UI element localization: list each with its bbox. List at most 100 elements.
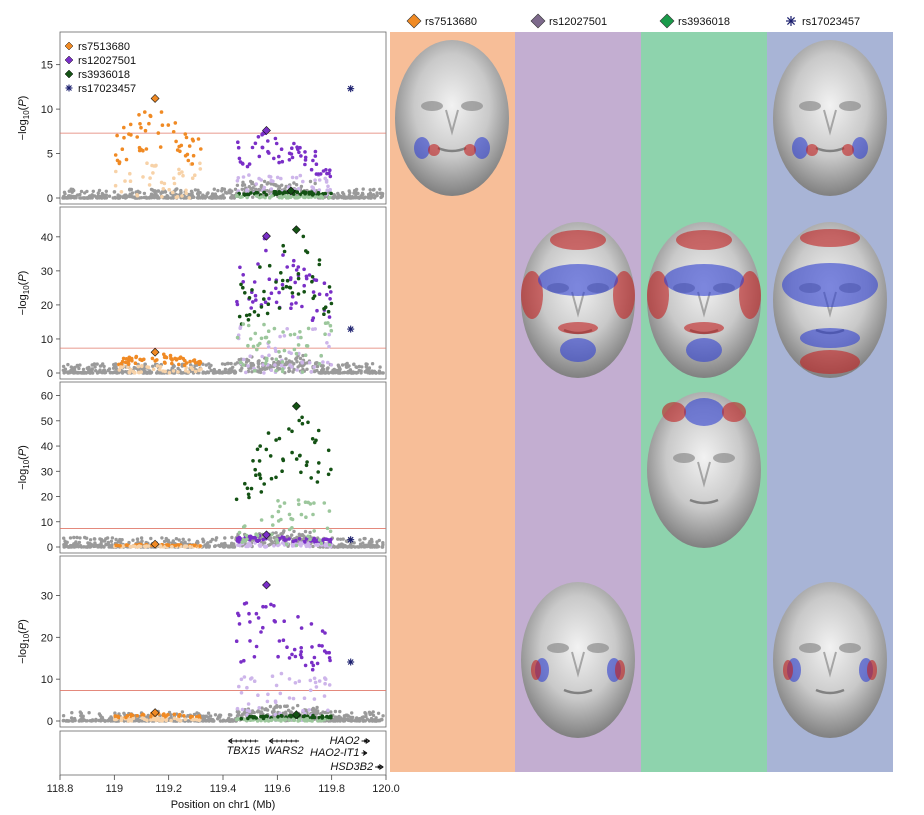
snp-point	[193, 369, 198, 374]
snp-point	[218, 719, 223, 723]
snp-point	[317, 258, 322, 262]
snp-point	[113, 714, 117, 718]
snp-point	[312, 697, 317, 701]
legend-label: rs3936018	[78, 69, 130, 81]
y-axis-label: −log10(P)	[17, 619, 31, 664]
effect-region	[428, 144, 440, 156]
snp-point	[312, 536, 317, 541]
snp-point	[254, 187, 258, 191]
snp-point	[309, 476, 314, 480]
snp-point	[326, 321, 330, 325]
snp-point	[364, 365, 369, 369]
snp-point	[186, 714, 190, 718]
snp-point	[236, 717, 240, 721]
x-tick-label: 118.8	[47, 783, 74, 795]
snp-point	[67, 194, 72, 198]
snp-point	[179, 371, 183, 375]
snp-point	[304, 276, 309, 281]
snp-point	[272, 536, 276, 540]
y-axis-label: −log10(P)	[17, 271, 31, 316]
snp-point	[355, 545, 359, 549]
snp-point	[237, 358, 241, 362]
snp-point	[257, 459, 262, 463]
snp-point	[235, 299, 239, 304]
snp-point	[252, 280, 257, 284]
snp-point	[228, 191, 232, 195]
snp-point	[302, 283, 307, 288]
snp-point	[320, 629, 325, 633]
snp-point	[257, 706, 262, 710]
snp-point	[201, 371, 205, 375]
snp-point	[294, 195, 298, 200]
snp-point	[320, 644, 324, 648]
snp-point	[311, 544, 315, 549]
snp-point	[267, 340, 271, 344]
effect-region	[800, 350, 860, 374]
snp-point	[321, 360, 325, 364]
snp-point	[187, 144, 192, 148]
y-tick-label: 20	[41, 492, 53, 504]
snp-point	[292, 362, 296, 366]
snp-point	[256, 616, 261, 620]
snp-point	[82, 371, 87, 375]
snp-point	[243, 481, 247, 486]
snp-point	[188, 715, 193, 720]
snp-point	[323, 542, 328, 547]
snp-point	[307, 360, 312, 365]
snp-point	[273, 346, 278, 351]
snp-point	[313, 149, 318, 154]
effect-region	[722, 402, 746, 422]
snp-point	[102, 370, 106, 374]
snp-point	[145, 161, 149, 165]
snp-point	[287, 427, 291, 431]
snp-point	[230, 535, 234, 540]
snp-point	[356, 717, 360, 721]
snp-point	[276, 543, 280, 548]
snp-point	[313, 154, 318, 158]
effect-region	[783, 660, 793, 680]
snp-point	[124, 357, 129, 361]
panel-frame	[59, 555, 387, 728]
snp-point	[225, 370, 229, 374]
snp-point	[246, 702, 251, 706]
snp-point	[280, 159, 285, 164]
snp-point	[276, 715, 280, 719]
snp-point	[288, 711, 293, 715]
snp-point	[119, 190, 124, 194]
snp-point	[261, 363, 265, 367]
snp-point	[256, 359, 260, 364]
snp-point	[301, 353, 305, 358]
snp-point	[246, 716, 250, 721]
snp-point	[184, 135, 189, 140]
snp-point	[234, 639, 239, 643]
snp-point	[198, 161, 202, 166]
snp-point	[380, 191, 384, 196]
snp-point	[91, 189, 96, 193]
snp-point	[144, 147, 149, 151]
snp-point	[284, 357, 288, 361]
snp-point	[172, 716, 177, 721]
snp-point	[276, 509, 281, 514]
snp-point	[317, 292, 322, 297]
snp-point	[262, 179, 267, 184]
snp-point	[223, 536, 227, 540]
snp-point	[257, 154, 262, 159]
snp-point	[172, 712, 177, 717]
snp-point	[317, 461, 321, 465]
effect-region	[867, 660, 877, 680]
y-tick-label: 5	[47, 149, 53, 161]
snp-point	[274, 286, 278, 291]
snp-point	[345, 361, 349, 366]
snp-point	[254, 716, 258, 720]
snp-point	[156, 131, 161, 135]
lead-snp-rs3936018	[286, 186, 296, 196]
snp-point	[165, 539, 170, 543]
snp-point	[303, 158, 308, 162]
snp-point	[152, 196, 157, 200]
snp-point	[364, 712, 368, 716]
y-axis-label: −log10(P)	[17, 445, 31, 490]
snp-point	[96, 545, 101, 549]
y-tick-label: 10	[41, 104, 53, 116]
snp-point	[239, 282, 243, 287]
